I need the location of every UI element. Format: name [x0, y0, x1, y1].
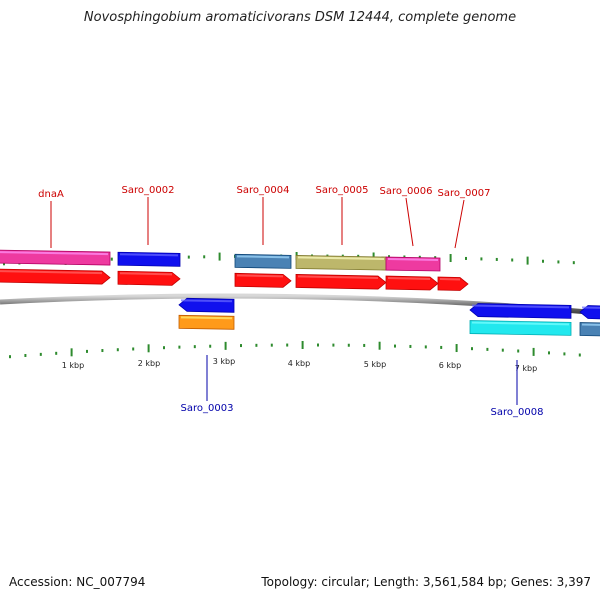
gene-label[interactable]: Saro_0004 — [237, 185, 290, 196]
gene-label[interactable]: Saro_0008 — [491, 407, 544, 418]
tick-labels: 1 kbp 2 kbp 3 kbp 4 kbp 5 kbp 6 kbp 7 kbp — [62, 357, 537, 373]
gene-feature-highlight — [120, 254, 178, 255]
gene-label[interactable]: Saro_0006 — [380, 186, 433, 197]
gene-feature-highlight — [440, 279, 460, 280]
gene-label[interactable]: Saro_0007 — [438, 188, 491, 199]
tick-label: 6 kbp — [439, 361, 461, 370]
gene-feature-highlight — [181, 317, 232, 318]
gene-leader-line — [455, 200, 464, 248]
genome-map: 1 kbp 2 kbp 3 kbp 4 kbp 5 kbp 6 kbp 7 kbp dnaA… — [0, 0, 600, 600]
gene-feature-highlight — [237, 256, 289, 257]
gene-feature-highlight — [120, 273, 172, 274]
gene-feature-highlight — [237, 275, 283, 276]
gene-feature-highlight — [388, 278, 430, 279]
tick-label: 2 kbp — [138, 359, 160, 368]
genome-summary: Topology: circular; Length: 3,561,584 bp… — [261, 575, 591, 589]
gene-label[interactable]: Saro_0002 — [122, 185, 175, 196]
accession-label: Accession: NC_007794 — [9, 575, 145, 589]
gene-label[interactable]: Saro_0005 — [316, 185, 369, 196]
tick-label: 5 kbp — [364, 360, 386, 369]
tick-label: 1 kbp — [62, 361, 84, 370]
tick-label: 7 kbp — [515, 364, 537, 373]
gene-label[interactable]: dnaA — [38, 189, 64, 200]
gene-feature-highlight — [181, 300, 232, 301]
tick-label: 3 kbp — [213, 357, 235, 366]
gene-feature-highlight — [388, 259, 438, 260]
gene-leader-line — [406, 198, 413, 246]
gene-features — [0, 250, 600, 336]
tick-label: 4 kbp — [288, 359, 310, 368]
gene-label[interactable]: Saro_0003 — [181, 403, 234, 414]
